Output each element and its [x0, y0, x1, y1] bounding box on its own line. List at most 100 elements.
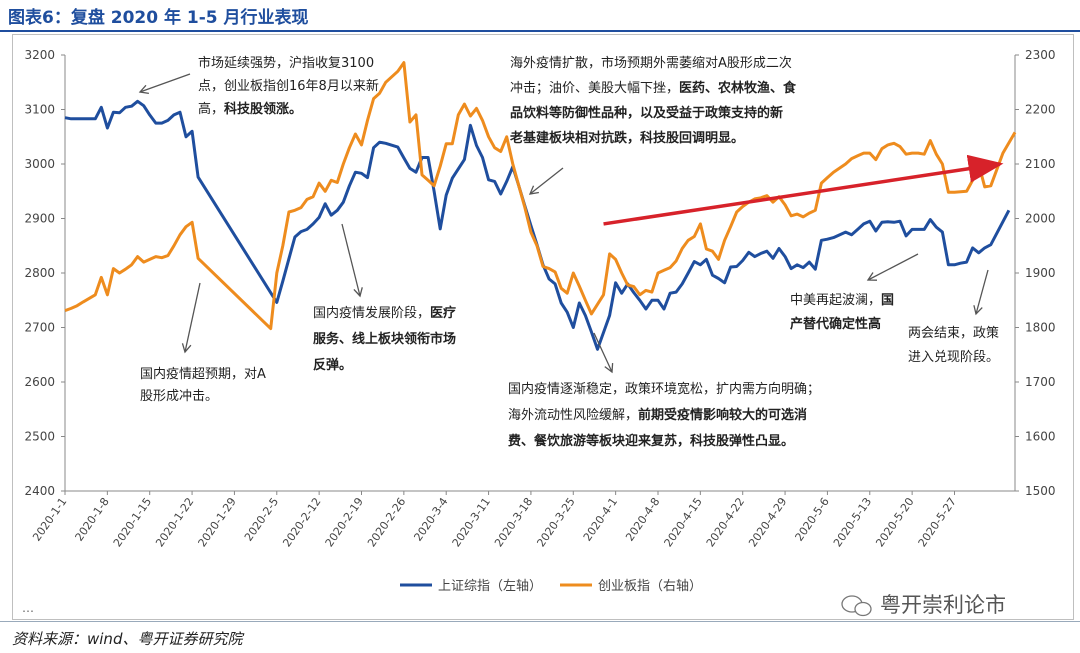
- annotation-segment: 医疗: [430, 305, 456, 321]
- page-title: 图表6：复盘 2020 年 1-5 月行业表现: [8, 8, 309, 28]
- x-tick-label: 2020-1-8: [73, 495, 112, 543]
- annotation-segment: 海外流动性风险缓解，: [508, 408, 638, 423]
- annotation-segment: 股形成冲击。: [140, 389, 218, 404]
- annotation-arrowhead-4: [528, 185, 539, 195]
- annotation-a5: 国内疫情逐渐稳定，政策环境宽松，扩内需方向明确； 海外流动性风险缓解，前期受疫情影…: [508, 381, 820, 449]
- x-tick-label: 2020-1-15: [111, 495, 154, 549]
- series-line-chinext: [64, 61, 1017, 331]
- series-line-sh-composite: [64, 99, 1011, 351]
- annotation-pointer-7: [975, 269, 989, 315]
- x-tick-label: 2020-3-4: [411, 495, 450, 543]
- x-tick-label: 2020-5-20: [873, 495, 916, 549]
- annotation-segment: 海外疫情扩散，市场预期外需萎缩对A股形成二次: [510, 55, 792, 71]
- legend-label-chinext: 创业板指（右轴）: [598, 579, 702, 594]
- annotation-pointer-6: [867, 253, 919, 281]
- annotation-a4: 海外疫情扩散，市场预期外需萎缩对A股形成二次冲击；油价、美股大幅下挫，医药、农林…: [509, 55, 797, 146]
- annotation-segment: 服务、线上板块领衔市场: [313, 331, 456, 347]
- annotation-segment: 医药、农林牧渔、食: [679, 80, 797, 96]
- x-tick-label: 2020-5-13: [831, 495, 874, 549]
- x-tick-label: 2020-4-1: [581, 495, 620, 543]
- annotation-pointer-4: [529, 167, 564, 195]
- x-tick-label: 2020-3-25: [534, 495, 577, 549]
- x-tick-label: 2020-1-29: [196, 495, 239, 549]
- y-left-tick-label: 2600: [24, 375, 55, 389]
- trend-arrow: [603, 154, 1004, 226]
- annotation-segment: 反弹。: [313, 357, 352, 373]
- legend-label-sh: 上证综指（左轴）: [438, 579, 542, 594]
- annotation-pointer-2: [184, 282, 201, 353]
- x-tick-label: 2020-2-19: [323, 495, 366, 549]
- annotation-segment: 冲击；油价、美股大幅下挫，: [510, 81, 679, 96]
- chart-frame: [12, 34, 1074, 620]
- watermark-text: 粤开崇利论市: [880, 593, 1006, 617]
- y-right-tick-label: 1900: [1025, 266, 1056, 280]
- y-right-tick-label: 1600: [1025, 430, 1056, 444]
- footer-divider: [0, 621, 1080, 622]
- x-tick-label: 2020-4-29: [746, 495, 789, 549]
- chart-series: [64, 61, 1017, 351]
- annotation-a7: 两会结束，政策进入兑现阶段。: [908, 325, 999, 365]
- y-left-tick-label: 2800: [24, 266, 55, 280]
- y-left-tick-label: 2700: [24, 321, 55, 335]
- x-tick-label: 2020-5-27: [916, 495, 959, 549]
- y-right-tick-label: 2000: [1025, 212, 1056, 226]
- annotation-segment: 进入兑现阶段。: [908, 350, 999, 365]
- x-tick-label: 2020-1-22: [153, 495, 196, 549]
- annotation-arrowhead-5: [604, 362, 614, 374]
- annotation-segment: 老基建板块相对抗跌，科技股回调明显。: [509, 130, 744, 146]
- x-tick-label: 2020-2-12: [280, 495, 323, 549]
- y-left-tick-label: 2900: [24, 212, 55, 226]
- annotation-segment: 品饮料等防御性品种，以及受益于政策支持的新: [510, 105, 783, 121]
- annotation-segment: 国: [881, 293, 894, 308]
- annotation-segment: 点，创业板指创16年8月以来新: [198, 78, 379, 94]
- y-right-tick-label: 1700: [1025, 375, 1056, 389]
- chart-annotations: 市场延续强势，沪指收复3100 点，创业板指创16年8月以来新高，科技股领涨。国内…: [138, 55, 999, 449]
- annotation-arrowhead-6: [866, 272, 878, 281]
- annotation-segment: 国内疫情逐渐稳定，政策环境宽松，扩内需方向明确；: [508, 381, 820, 397]
- x-tick-label: 2020-4-22: [704, 495, 747, 549]
- y-left-tick-label: 2500: [24, 430, 55, 444]
- annotation-segment: 产替代确定性高: [790, 316, 881, 332]
- y-left-tick-label: 3100: [24, 103, 55, 117]
- x-tick-label: 2020-1-1: [30, 495, 69, 543]
- annotation-arrowhead-7: [973, 305, 983, 316]
- annotation-pointer-5: [593, 332, 613, 373]
- x-tick-label: 2020-2-5: [242, 495, 281, 543]
- annotation-segment: 两会结束，政策: [908, 325, 999, 341]
- x-tick-label: 2020-4-15: [662, 495, 705, 549]
- annotation-a1: 市场延续强势，沪指收复3100 点，创业板指创16年8月以来新高，科技股领涨。: [198, 55, 379, 117]
- annotation-pointer-3: [341, 223, 361, 297]
- y-right-tick-label: 2300: [1025, 48, 1056, 62]
- annotation-arrowhead-2: [181, 343, 192, 354]
- annotation-segment: 国内疫情发展阶段，: [313, 305, 430, 321]
- annotation-arrowhead-1: [138, 84, 149, 95]
- title-divider: [0, 30, 1080, 32]
- annotation-pointer-1: [139, 73, 191, 93]
- y-right-tick-label: 1800: [1025, 321, 1056, 335]
- source-note: 资料来源：wind、粤开证券研究院: [12, 630, 243, 648]
- y-left-tick-label: 3000: [24, 157, 55, 171]
- annotation-segment: 市场延续强势，沪指收复3100: [198, 55, 374, 71]
- annotation-a2: 国内疫情超预期，对A 股形成冲击。: [140, 366, 266, 404]
- annotation-arrowhead-3: [353, 287, 363, 298]
- annotation-a6: 中美再起波澜，国产替代确定性高: [790, 293, 894, 332]
- chart-axes: 2400 2500 2600 2700 2800 2900 3000 3100 3200 1500…: [24, 48, 1055, 549]
- y-left-tick-label: 3200: [24, 48, 55, 62]
- annotation-segment: 科技股领涨。: [224, 101, 302, 117]
- ellipsis-text: …: [22, 601, 34, 615]
- y-left-tick-label: 2400: [24, 484, 55, 498]
- annotation-segment: 高，: [198, 101, 224, 117]
- annotation-segment: 费、餐饮旅游等板块迎来复苏，科技股弹性凸显。: [508, 433, 794, 449]
- x-tick-label: 2020-2-26: [365, 495, 408, 549]
- x-tick-label: 2020-3-11: [450, 495, 493, 549]
- x-tick-label: 2020-5-6: [793, 495, 832, 543]
- y-right-tick-label: 1500: [1025, 484, 1056, 498]
- y-right-tick-label: 2100: [1025, 157, 1056, 171]
- y-right-tick-label: 2200: [1025, 103, 1056, 117]
- x-tick-label: 2020-4-8: [623, 495, 662, 543]
- wechat-icon-bubble: [854, 601, 872, 617]
- watermark: 粤开崇利论市: [841, 593, 1006, 617]
- annotation-segment: 前期受疫情影响较大的可选消: [638, 407, 807, 423]
- x-tick-label: 2020-3-18: [492, 495, 535, 549]
